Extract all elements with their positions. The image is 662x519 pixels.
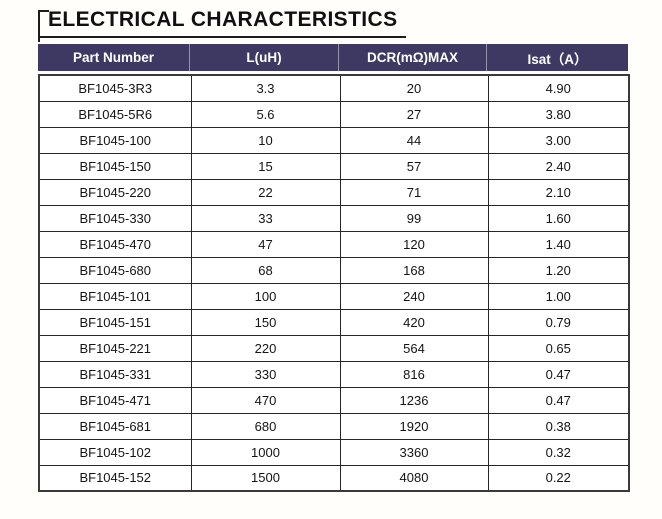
page-title: ELECTRICAL CHARACTERISTICS [48,8,398,31]
cell-isat: 1.40 [487,230,630,258]
table-header-row: Part Number L(uH) DCR(mΩ)MAX Isat（A） [38,44,628,71]
cell-dcr-max: 4080 [339,464,489,492]
table-row: BF1045-330 33 99 1.60 [38,204,630,232]
cell-isat: 0.22 [487,464,630,492]
cell-dcr-max: 1236 [339,386,489,414]
cell-part-number: BF1045-681 [38,412,192,440]
cell-dcr-max: 57 [339,152,489,180]
cell-part-number: BF1045-5R6 [38,100,192,128]
cell-isat: 0.47 [487,360,630,388]
cell-inductance: 100 [190,282,341,310]
cell-dcr-max: 168 [339,256,489,284]
table-row: BF1045-152 1500 4080 0.22 [38,464,630,492]
table-row: BF1045-102 1000 3360 0.32 [38,438,630,466]
cell-isat: 3.80 [487,100,630,128]
table-row: BF1045-220 22 71 2.10 [38,178,630,206]
cell-inductance: 330 [190,360,341,388]
cell-isat: 2.10 [487,178,630,206]
cell-part-number: BF1045-221 [38,334,192,362]
cell-isat: 1.00 [487,282,630,310]
cell-inductance: 1000 [190,438,341,466]
column-header-isat: Isat（A） [527,51,588,67]
cell-inductance: 15 [190,152,341,180]
table-row: BF1045-470 47 120 1.40 [38,230,630,258]
cell-dcr-max: 3360 [339,438,489,466]
cell-part-number: BF1045-151 [38,308,192,336]
table-grid: BF1045-3R3 3.3 20 4.90 BF1045-5R6 5.6 27 3.80 BF… [38,74,630,492]
title-corner-bracket-icon [38,10,49,42]
cell-part-number: BF1045-331 [38,360,192,388]
cell-part-number: BF1045-100 [38,126,192,154]
cell-dcr-max: 44 [339,126,489,154]
cell-isat: 4.90 [487,74,630,102]
cell-inductance: 150 [190,308,341,336]
cell-part-number: BF1045-470 [38,230,192,258]
cell-isat: 1.20 [487,256,630,284]
cell-part-number: BF1045-471 [38,386,192,414]
cell-dcr-max: 816 [339,360,489,388]
cell-part-number: BF1045-101 [38,282,192,310]
cell-inductance: 47 [190,230,341,258]
cell-dcr-max: 564 [339,334,489,362]
cell-inductance: 470 [190,386,341,414]
table-row: BF1045-471 470 1236 0.47 [38,386,630,414]
cell-isat: 2.40 [487,152,630,180]
cell-isat: 3.00 [487,126,630,154]
cell-inductance: 3.3 [190,74,341,102]
column-header-dcr-max: DCR(mΩ)MAX [339,44,487,71]
cell-isat: 1.60 [487,204,630,232]
cell-dcr-max: 71 [339,178,489,206]
cell-dcr-max: 1920 [339,412,489,440]
table-row: BF1045-151 150 420 0.79 [38,308,630,336]
table-row: BF1045-680 68 168 1.20 [38,256,630,284]
cell-part-number: BF1045-680 [38,256,192,284]
cell-part-number: BF1045-150 [38,152,192,180]
cell-inductance: 1500 [190,464,341,492]
cell-part-number: BF1045-3R3 [38,74,192,102]
cell-inductance: 220 [190,334,341,362]
cell-isat: 0.38 [487,412,630,440]
cell-inductance: 10 [190,126,341,154]
cell-dcr-max: 99 [339,204,489,232]
table-row: BF1045-101 100 240 1.00 [38,282,630,310]
table-row: BF1045-331 330 816 0.47 [38,360,630,388]
cell-dcr-max: 20 [339,74,489,102]
cell-inductance: 33 [190,204,341,232]
cell-isat: 0.47 [487,386,630,414]
table-row: BF1045-681 680 1920 0.38 [38,412,630,440]
column-header-inductance: L(uH) [190,44,339,71]
characteristics-table: BF1045-3R3 3.3 20 4.90 BF1045-5R6 5.6 27 3.80 BF… [38,74,630,492]
table-row: BF1045-3R3 3.3 20 4.90 [38,74,630,102]
cell-inductance: 22 [190,178,341,206]
cell-dcr-max: 420 [339,308,489,336]
cell-inductance: 5.6 [190,100,341,128]
cell-inductance: 680 [190,412,341,440]
cell-part-number: BF1045-152 [38,464,192,492]
cell-isat: 0.79 [487,308,630,336]
cell-part-number: BF1045-220 [38,178,192,206]
column-header-part-number: Part Number [38,44,190,71]
cell-isat: 0.65 [487,334,630,362]
table-row: BF1045-150 15 57 2.40 [38,152,630,180]
table-row: BF1045-221 220 564 0.65 [38,334,630,362]
cell-dcr-max: 27 [339,100,489,128]
table-row: BF1045-5R6 5.6 27 3.80 [38,100,630,128]
cell-dcr-max: 120 [339,230,489,258]
cell-part-number: BF1045-330 [38,204,192,232]
table-row: BF1045-100 10 44 3.00 [38,126,630,154]
table-body: BF1045-3R3 3.3 20 4.90 BF1045-5R6 5.6 27 3.80 BF… [38,74,630,492]
section-title-block: ELECTRICAL CHARACTERISTICS [38,6,406,42]
cell-inductance: 68 [190,256,341,284]
cell-dcr-max: 240 [339,282,489,310]
cell-part-number: BF1045-102 [38,438,192,466]
cell-isat: 0.32 [487,438,630,466]
